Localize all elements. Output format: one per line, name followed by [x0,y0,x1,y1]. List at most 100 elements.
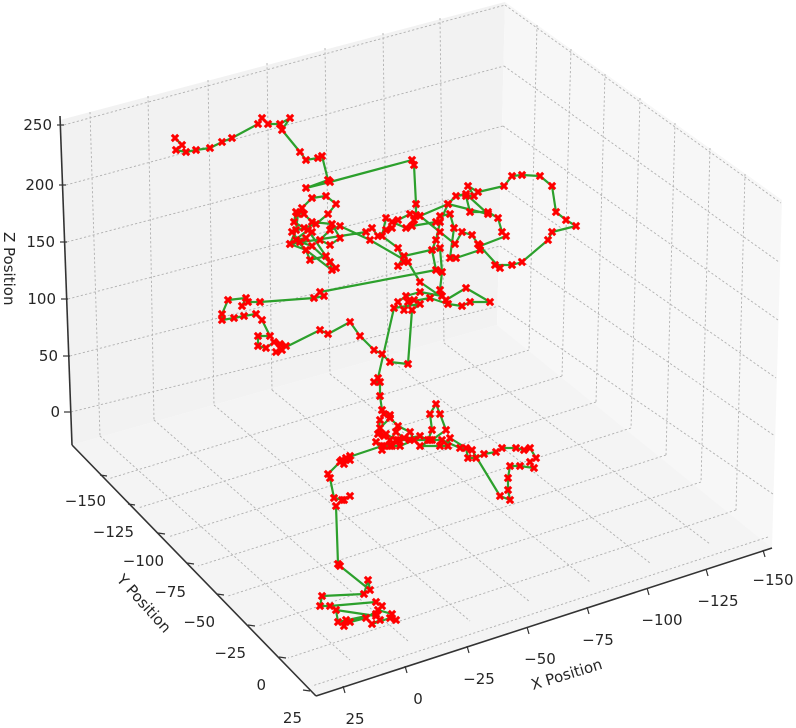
trajectory-marker [407,221,417,231]
trajectory-marker [435,243,445,253]
trajectory-marker [415,299,425,309]
trajectory-marker [285,239,295,249]
trajectory-marker [217,315,227,325]
trajectory-marker [393,261,403,271]
trajectory-marker [435,441,445,451]
trajectory-marker [251,309,261,319]
trajectory-marker [277,125,287,135]
trajectory-marker [257,315,267,325]
trajectory-marker [375,415,385,425]
trajectory-marker [301,183,311,193]
trajectory-marker [331,605,341,615]
trajectory-marker [431,399,441,409]
trajectory-marker [325,240,335,250]
y-tick-neg25: −25 [214,644,246,662]
trajectory-marker [461,189,471,199]
trajectory-marker [465,297,475,307]
y-tick-25: 25 [283,709,302,727]
x-tick-neg25: −25 [463,670,495,688]
x-tick-neg100: −100 [641,611,682,629]
trajectory-marker [517,257,527,267]
trajectory-marker [427,245,437,255]
trajectory-marker [393,243,403,253]
trajectory-marker [441,295,451,305]
trajectory-marker [449,223,459,233]
trajectory-marker [341,615,351,625]
trajectory-marker [257,113,267,123]
trajectory-markers [170,113,581,631]
trajectory-marker [499,181,509,191]
trajectory-marker [495,491,505,501]
trajectory-marker [329,493,339,503]
trajectory-marker [363,575,373,585]
y-axis-title: Y Position [112,570,174,637]
pane-floor [72,325,772,696]
trajectory-marker [373,231,383,241]
trajectory-marker [171,145,181,155]
trajectory-marker [431,235,441,245]
trajectory-marker [381,225,391,235]
trajectory-marker [501,231,511,241]
trajectory-marker [450,239,460,249]
y-tick-0: 0 [256,676,266,694]
trajectory-marker [511,443,521,453]
trajectory-marker [401,291,411,301]
trajectory-marker [465,207,475,217]
y-tick-neg150: −150 [65,492,106,510]
x-axis: 25 0 −25 −50 −75 −100 −125 −150 X Positi… [342,549,794,728]
y-tick-neg100: −100 [123,552,164,570]
trajectory-marker [535,171,545,181]
trajectory-marker [275,339,285,349]
trajectory-marker [485,297,495,307]
trajectory-marker [571,221,581,231]
trajectory-marker [315,601,325,611]
trajectory-marker [441,425,451,435]
trajectory-marker [325,177,335,187]
trajectory-marker [463,453,473,463]
grid-floor [99,342,769,687]
trajectory-marker [401,223,411,233]
trajectory-marker [543,235,553,245]
trajectory-marker [497,443,507,453]
trajectory-marker [469,191,479,201]
grid-back-right [498,4,782,511]
trajectory-marker [253,331,263,341]
trajectory-marker [389,303,399,313]
trajectory-marker [425,435,435,445]
trajectory-marker [303,225,313,235]
trajectory-marker [289,217,299,227]
trajectory-marker [335,221,345,231]
y-tick-neg50: −50 [183,613,215,631]
trajectory-marker [271,347,281,357]
trajectory-marker [405,427,415,437]
trajectory-marker [425,293,435,303]
trajectory-marker [403,359,413,369]
trajectory-marker [239,311,249,321]
trajectory-marker [381,429,391,439]
trajectory-marker [515,461,525,471]
trajectory-marker [435,217,445,227]
trajectory-marker [301,155,311,165]
trajectory-marker [475,245,485,255]
trajectory-marker [445,253,455,263]
trajectory-marker [359,589,369,599]
trajectory-marker [309,293,319,303]
trajectory-marker [403,257,413,267]
trajectory-marker [223,295,233,305]
x-tick-25: 25 [345,710,364,728]
trajectory-marker [427,425,437,435]
trajectory-marker [415,277,425,287]
trajectory-marker [295,237,305,247]
trajectory-marker [331,501,341,511]
trajectory-marker [437,435,447,445]
trajectory-marker [425,409,435,419]
trajectory-marker [191,145,201,155]
z-axis-title: Z Position [0,232,18,305]
trajectory-marker [373,429,383,439]
trajectory-marker [467,445,477,455]
trajectory-marker [339,621,349,631]
z-tick-250: 250 [23,116,52,134]
trajectory-marker [463,181,473,191]
trajectory-marker [335,457,345,467]
